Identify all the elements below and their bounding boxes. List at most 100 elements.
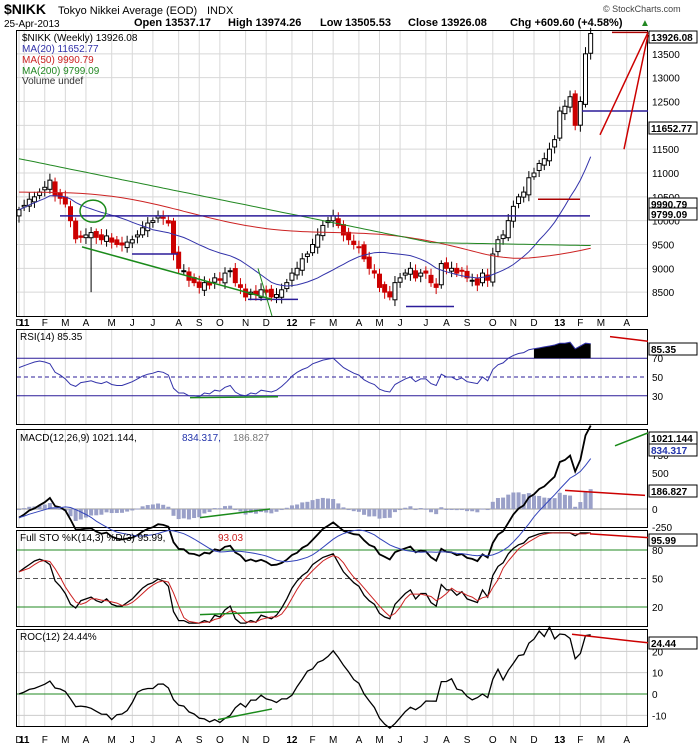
- macd-signal-title: 834.317,: [182, 433, 221, 444]
- ma50-line: [19, 191, 591, 259]
- roc-badge: 24.44: [651, 639, 676, 650]
- y-tick-label: 12500: [652, 98, 680, 109]
- candle-body: [62, 196, 68, 205]
- macd-hist-bar: [37, 505, 42, 510]
- x-tick-label: D: [263, 318, 270, 329]
- macd-hist-bar: [161, 504, 166, 510]
- candle-body: [31, 196, 37, 203]
- macd-hist-bar: [562, 494, 567, 510]
- candle-body: [402, 272, 408, 276]
- candle-body: [557, 110, 563, 139]
- candle-body: [433, 283, 439, 288]
- macd-hist-bar: [542, 497, 547, 510]
- roc-title: ROC(12) 24.44%: [20, 632, 97, 643]
- candle-body: [443, 262, 449, 269]
- candle-body: [279, 289, 285, 298]
- macd-hist-bar: [202, 509, 207, 514]
- macd-hist-bar: [99, 509, 104, 515]
- sto-badge: 95.99: [651, 536, 676, 547]
- exchange-label: INDX: [207, 5, 234, 17]
- x-tick-label: F: [309, 318, 315, 329]
- roc-divergence-line: [217, 708, 273, 721]
- trend-line: [81, 246, 273, 301]
- macd-tick-label: 0: [652, 505, 658, 516]
- macd-hist-bar: [130, 509, 135, 511]
- x-tick-label: 13: [554, 735, 566, 746]
- candle-body: [232, 268, 238, 284]
- x-tick-label: J: [130, 735, 135, 746]
- macd-hist-bar: [526, 493, 531, 510]
- macd-hist-bar: [295, 504, 300, 510]
- x-tick-label: D: [530, 318, 537, 329]
- candle-body: [562, 105, 568, 115]
- candle-body: [474, 278, 480, 286]
- roc-tick-label: 20: [652, 647, 664, 658]
- macd-hist-bar: [315, 498, 320, 510]
- candle-body: [268, 288, 274, 298]
- candle-body: [356, 246, 362, 249]
- macd-hist-bar: [289, 505, 294, 510]
- x-tick-label: O: [216, 735, 224, 746]
- candle-body: [171, 220, 176, 255]
- macd-hist-bar: [42, 504, 47, 510]
- macd-line: [18, 425, 592, 567]
- candle-body: [335, 218, 341, 226]
- macd-hist-bar: [207, 509, 212, 513]
- macd-hist-bar: [27, 506, 32, 510]
- x-tick-label: M: [61, 318, 69, 329]
- y-tick-label: 9500: [652, 241, 675, 252]
- macd-hist-bar: [104, 509, 109, 513]
- candle-body: [134, 234, 140, 238]
- candle-body: [541, 158, 547, 166]
- candle-body: [454, 267, 460, 274]
- macd-hist-bar: [22, 508, 27, 510]
- candle-body: [423, 270, 429, 274]
- up-arrow-icon: ▲: [640, 18, 650, 29]
- low-value: Low 13505.53: [320, 17, 391, 29]
- candle-body: [274, 294, 279, 298]
- x-tick-label: N: [510, 318, 517, 329]
- macd-hist-bar: [470, 509, 475, 512]
- macd-hist-bar: [382, 509, 387, 519]
- x-tick-label: N: [242, 318, 249, 329]
- roc-tick-label: 0: [652, 690, 658, 701]
- x-tick-label: M: [108, 318, 116, 329]
- candle-body: [129, 239, 135, 244]
- macd-hist-bar: [392, 509, 397, 513]
- macd-hist-bar: [511, 492, 516, 510]
- candle-body: [583, 53, 588, 105]
- candle-body: [201, 282, 207, 291]
- candle-body: [567, 96, 573, 108]
- macd-hist-bar: [217, 508, 222, 510]
- price-panel-frame: [16, 30, 648, 317]
- roc-badge-bg: [648, 636, 698, 650]
- x-tick-label: J: [150, 318, 155, 329]
- macd-hist-bar: [444, 508, 449, 510]
- x-tick-label: M: [597, 318, 605, 329]
- candle-body: [196, 281, 202, 288]
- x-tick-label: A: [443, 318, 450, 329]
- candle-body: [119, 242, 125, 246]
- macd-hist-bar: [429, 509, 433, 513]
- roc-tick-label: 10: [652, 669, 664, 680]
- change-value: Chg +609.60 (+4.58%): [510, 17, 623, 29]
- macd-hist-bar: [341, 507, 346, 510]
- candle-body: [320, 224, 326, 237]
- candle-body: [227, 270, 233, 273]
- macd-hist-bar: [284, 507, 289, 510]
- crossover-circle: [79, 199, 107, 223]
- macd-hist-bar: [192, 509, 197, 519]
- x-tick-label: D: [15, 318, 22, 329]
- y-tick-label: 11000: [652, 169, 680, 180]
- x-tick-label: J: [150, 735, 155, 746]
- high-value: High 13974.26: [228, 17, 301, 29]
- candle-body: [536, 162, 542, 171]
- candle-body: [176, 251, 182, 269]
- macd-hist-bar: [346, 509, 351, 511]
- macd-hist-bar: [480, 508, 485, 510]
- sto-d-title: 93.03: [218, 533, 243, 544]
- x-tick-label: A: [356, 318, 363, 329]
- x-tick-label: A: [356, 735, 363, 746]
- x-tick-label: O: [216, 318, 224, 329]
- y-tick-label: 11500: [652, 145, 680, 156]
